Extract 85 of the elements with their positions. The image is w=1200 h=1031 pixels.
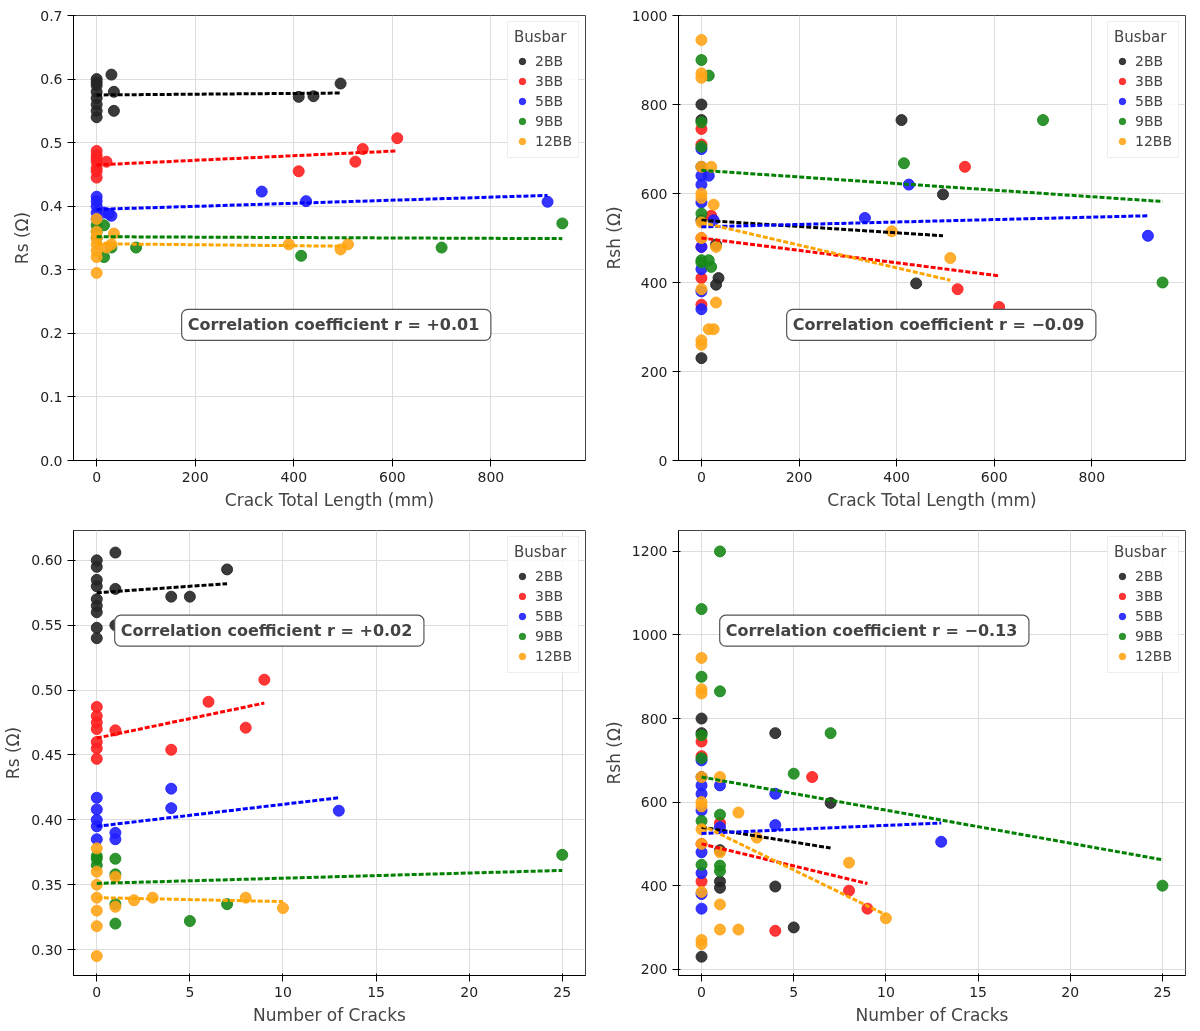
y-tick-label: 0.7 <box>40 7 63 24</box>
y-tick-label: 0.35 <box>31 876 63 893</box>
x-tick-label: 0 <box>92 468 102 485</box>
y-tick-label: 0.45 <box>31 746 63 763</box>
y-tick-label: 400 <box>640 274 668 291</box>
x-tick-label: 25 <box>553 983 572 1000</box>
x-tick-label: 400 <box>883 468 910 485</box>
y-tick-label: 600 <box>640 185 668 202</box>
y-tick-label: 0.55 <box>31 617 63 634</box>
legend-label: 9BB <box>1134 113 1164 129</box>
y-tick-label: 0.6 <box>40 71 63 88</box>
x-axis-title: Crack Total Length (mm) <box>224 489 435 510</box>
x-tick-label: 5 <box>185 983 195 1000</box>
x-tick-label: 10 <box>274 983 292 1000</box>
y-tick-label: 0.1 <box>40 388 63 405</box>
annotation: Correlation coefficient r = +0.02 <box>120 621 413 641</box>
y-tick-label: 1200 <box>631 543 668 560</box>
x-tick-label: 25 <box>1153 983 1172 1000</box>
y-tick-label: 0.40 <box>31 811 63 828</box>
x-tick-label: 600 <box>378 468 406 485</box>
x-tick-label: 800 <box>1078 468 1106 485</box>
legend-label: 2BB <box>534 568 564 584</box>
legend-label: 3BB <box>1134 73 1164 89</box>
legend-label: 2BB <box>534 53 564 69</box>
legend-label: 2BB <box>1134 53 1164 69</box>
y-axis-title: Rs (Ω) <box>12 211 33 265</box>
x-tick-label: 400 <box>280 468 308 485</box>
y-tick-label: 800 <box>640 710 668 727</box>
annotation: Correlation coefficient r = −0.13 <box>725 621 1018 641</box>
x-tick-label: 200 <box>785 468 813 485</box>
legend-label: 9BB <box>1134 628 1164 644</box>
legend-label: 12BB <box>1134 133 1172 149</box>
x-tick-label: 5 <box>789 983 799 1000</box>
x-tick-label: 0 <box>92 983 102 1000</box>
x-tick-label: 0 <box>697 983 707 1000</box>
y-tick-label: 1000 <box>631 626 668 643</box>
y-tick-label: 200 <box>640 363 668 380</box>
y-axis-title: Rsh (Ω) <box>603 721 624 785</box>
annotation: Correlation coefficient r = +0.01 <box>187 315 480 335</box>
x-tick-label: 20 <box>460 983 479 1000</box>
legend-title: Busbar <box>513 543 568 561</box>
x-tick-label: 600 <box>980 468 1008 485</box>
x-tick-label: 20 <box>1061 983 1080 1000</box>
y-tick-label: 1000 <box>631 7 668 24</box>
x-tick-label: 800 <box>477 468 505 485</box>
legend-label: 9BB <box>534 113 564 129</box>
y-tick-label: 0.4 <box>40 198 63 215</box>
y-tick-label: 0.60 <box>31 552 63 569</box>
legend-label: 5BB <box>534 608 564 624</box>
legend-label: 9BB <box>534 628 564 644</box>
x-axis-title: Crack Total Length (mm) <box>827 489 1037 510</box>
y-tick-label: 200 <box>640 961 668 978</box>
x-tick-label: 0 <box>696 468 706 485</box>
legend-label: 12BB <box>534 648 572 664</box>
y-tick-label: 600 <box>640 794 668 811</box>
x-tick-label: 15 <box>367 983 385 1000</box>
legend-title: Busbar <box>1113 543 1168 561</box>
legend-label: 5BB <box>1134 608 1164 624</box>
y-tick-label: 0.0 <box>40 452 63 469</box>
x-tick-label: 15 <box>969 983 988 1000</box>
y-tick-label: 0 <box>658 452 668 469</box>
legend-title: Busbar <box>1113 28 1168 46</box>
y-axis-title: Rs (Ω) <box>3 726 24 780</box>
legend-label: 3BB <box>1134 588 1164 604</box>
legend-label: 2BB <box>1134 568 1164 584</box>
legend-label: 5BB <box>534 93 564 109</box>
y-tick-label: 0.30 <box>31 941 63 958</box>
y-tick-label: 800 <box>640 96 668 113</box>
y-tick-label: 0.3 <box>40 261 63 278</box>
y-tick-label: 0.50 <box>31 682 63 699</box>
x-axis-title: Number of Cracks <box>253 1004 407 1025</box>
y-tick-label: 0.2 <box>40 325 63 342</box>
x-tick-label: 200 <box>181 468 209 485</box>
x-axis-title: Number of Cracks <box>855 1004 1009 1025</box>
legend-label: 5BB <box>1134 93 1164 109</box>
legend-label: 3BB <box>534 73 564 89</box>
y-axis-title: Rsh (Ω) <box>603 206 624 270</box>
legend-label: 12BB <box>534 133 572 149</box>
legend-label: 12BB <box>1134 648 1172 664</box>
legend-label: 3BB <box>534 588 564 604</box>
legend-title: Busbar <box>513 28 568 46</box>
annotation: Correlation coefficient r = −0.09 <box>792 315 1085 335</box>
y-tick-label: 0.5 <box>40 134 63 151</box>
x-tick-label: 10 <box>877 983 895 1000</box>
y-tick-label: 400 <box>640 877 668 894</box>
